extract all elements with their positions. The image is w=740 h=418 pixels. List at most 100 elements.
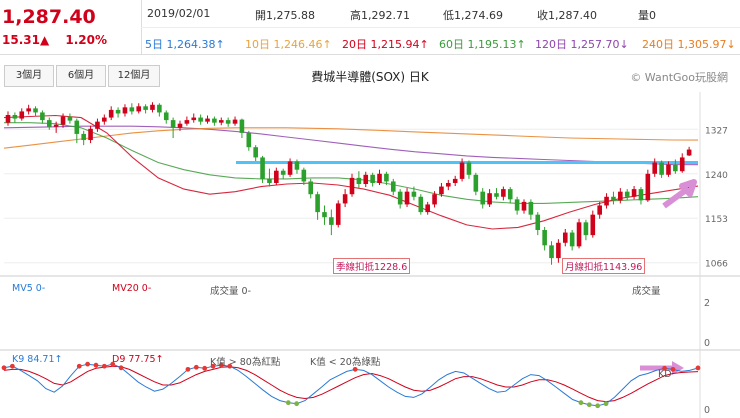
candle-body: [425, 204, 430, 213]
candle-body: [225, 120, 231, 124]
kd-green-dot: [586, 402, 592, 408]
candle-body: [666, 164, 671, 175]
candle-body: [356, 177, 362, 184]
candle-body: [432, 194, 437, 205]
candle-body: [384, 173, 389, 182]
candle-body: [329, 217, 334, 225]
candle-body: [549, 245, 554, 259]
candle-body: [115, 109, 121, 114]
season-deduct-label: 季線扣抵1228.6: [333, 258, 411, 274]
candle-body: [659, 162, 664, 175]
candle-body: [301, 169, 307, 182]
candle-body: [514, 199, 520, 211]
candle-body: [129, 107, 135, 112]
candle-body: [604, 196, 609, 206]
volume-value: 量0: [638, 9, 656, 22]
kd-red-dot: [352, 366, 358, 372]
candle-body: [590, 214, 596, 236]
candle-body: [60, 116, 66, 125]
candle-body: [287, 161, 293, 175]
candle-body: [439, 186, 444, 195]
d-label: D9 77.75↑: [112, 354, 164, 365]
candle-body: [370, 174, 375, 183]
candle-body: [535, 214, 541, 230]
candle-body: [315, 194, 320, 213]
candle-body: [33, 108, 38, 113]
ma-line-20日: [3, 114, 699, 230]
trend-arrow: [662, 179, 697, 209]
candle-body: [390, 181, 396, 192]
kd-note-red: K值 > 80為紅點: [210, 357, 281, 368]
candle-body: [686, 149, 692, 156]
candle-body: [377, 173, 382, 183]
candle-body: [53, 124, 59, 127]
kd-marker-label: KD: [658, 369, 672, 380]
candle-body: [618, 191, 623, 201]
candle-body: [260, 157, 265, 179]
candle-body: [81, 133, 86, 141]
candle-body: [322, 212, 327, 218]
candle-body: [404, 191, 410, 205]
tab-3m[interactable]: 3個月: [4, 65, 54, 87]
candle-body: [40, 112, 45, 121]
close-value: 收1,287.40: [537, 9, 597, 22]
candle-body: [673, 164, 678, 172]
volume-axis-2: 2: [704, 298, 711, 309]
kd-red-dot: [227, 363, 233, 369]
last-price: 1,287.40: [2, 6, 96, 28]
candle-body: [294, 161, 300, 170]
kd-red-dot: [218, 362, 224, 368]
ma-line-120日: [3, 125, 699, 166]
candle-body: [624, 191, 630, 197]
candle-body: [157, 104, 162, 113]
candle-body: [177, 123, 183, 128]
candle-body: [418, 196, 424, 213]
ma-value-0: 5日 1,264.38↑: [145, 38, 225, 51]
kd-red-dot: [85, 361, 91, 367]
candle-body: [528, 201, 534, 215]
candle-body: [212, 118, 217, 123]
volume-axis-0: 0: [704, 338, 711, 349]
kd-red-dot: [185, 366, 191, 372]
kd-axis-0: 0: [704, 405, 711, 416]
tab-6m[interactable]: 6個月: [56, 65, 106, 87]
kd-red-dot: [118, 365, 124, 371]
tab-12m[interactable]: 12個月: [108, 65, 160, 87]
change-percent: 1.20%: [65, 33, 108, 47]
candle-body: [631, 189, 637, 197]
candle-body: [102, 117, 107, 122]
kd-red-dot: [76, 363, 82, 369]
candle-body: [74, 120, 80, 134]
kd-green-dot: [294, 401, 300, 407]
price-change: 15.31▲ 1.20%: [2, 33, 119, 47]
candle-body: [122, 107, 128, 114]
kd-red-dot: [662, 365, 667, 371]
ma-value-2: 20日 1,215.94↑: [342, 38, 429, 51]
candle-body: [494, 193, 499, 197]
mv5-label: MV5 0-: [12, 283, 46, 294]
open-value: 開1,275.88: [255, 9, 315, 22]
candle-body: [446, 182, 451, 187]
kd-green-dot: [578, 400, 584, 406]
price-tick-label: 1327: [705, 126, 728, 136]
kd-red-dot: [1, 365, 7, 371]
candle-body: [466, 162, 472, 175]
candle-body: [253, 147, 258, 158]
candle-body: [108, 109, 114, 118]
candle-body: [143, 106, 148, 110]
mv20-label: MV20 0-: [112, 283, 152, 294]
brand-watermark: © WantGoo玩股網: [630, 71, 728, 84]
kd-arrow-head: [672, 361, 684, 375]
ma-value-3: 60日 1,195.13↑: [439, 38, 526, 51]
volume-right-label: 成交量: [632, 286, 661, 297]
ma-value-1: 10日 1,246.46↑: [245, 38, 332, 51]
candle-body: [583, 222, 589, 236]
date-label: 2019/02/01: [147, 7, 211, 20]
candle-body: [150, 104, 155, 110]
candle-body: [335, 203, 341, 225]
candle-body: [136, 106, 142, 112]
candle-body: [521, 201, 527, 211]
d-line: [3, 365, 699, 403]
candle-body: [597, 205, 602, 215]
